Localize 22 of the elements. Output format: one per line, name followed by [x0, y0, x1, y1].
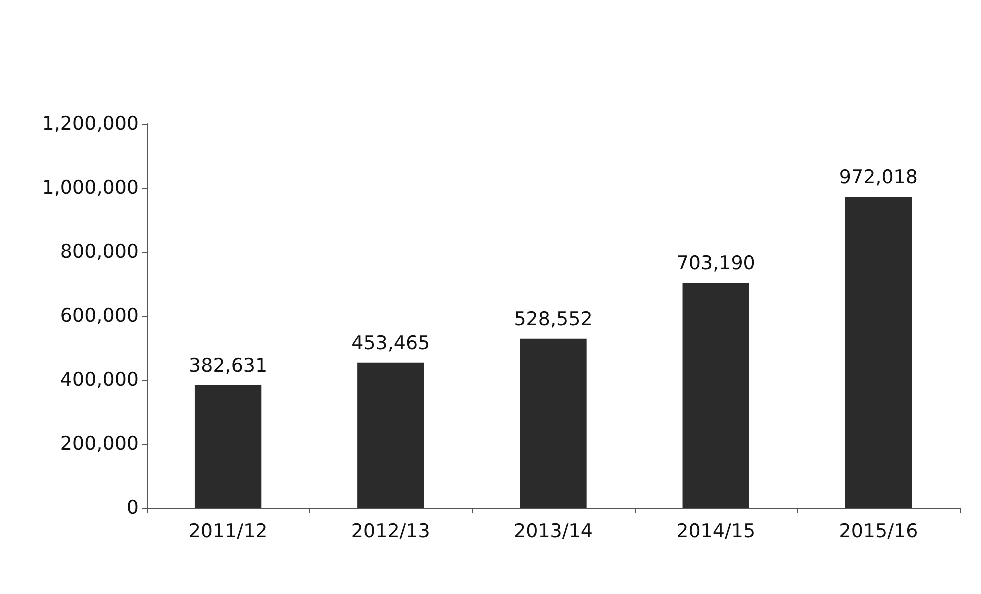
y-tick-label: 800,000: [60, 241, 139, 263]
y-tick-label: 1,000,000: [42, 177, 139, 199]
y-tick-label: 400,000: [60, 369, 139, 391]
y-tick-label: 1,200,000: [42, 113, 139, 135]
bar: [358, 362, 424, 508]
y-tick-label: 200,000: [60, 433, 139, 455]
x-tick-label: 2011/12: [188, 520, 268, 542]
data-label: 703,190: [676, 252, 756, 274]
bar: [194, 386, 262, 508]
data-label: 453,465: [352, 332, 430, 354]
x-tick-label: 2012/13: [351, 520, 430, 542]
bar: [682, 282, 750, 508]
bar: [845, 196, 912, 508]
x-tick-label: 2014/15: [676, 520, 756, 542]
x-tick-label: 2015/16: [839, 520, 918, 542]
data-label: 972,018: [839, 166, 918, 188]
data-label: 382,631: [189, 355, 268, 378]
y-tick-label: 600,000: [60, 305, 139, 327]
bar: [520, 338, 587, 508]
data-label: 528,552: [514, 308, 593, 330]
y-tick-label: 0: [126, 497, 139, 519]
x-tick-label: 2013/14: [514, 520, 593, 542]
